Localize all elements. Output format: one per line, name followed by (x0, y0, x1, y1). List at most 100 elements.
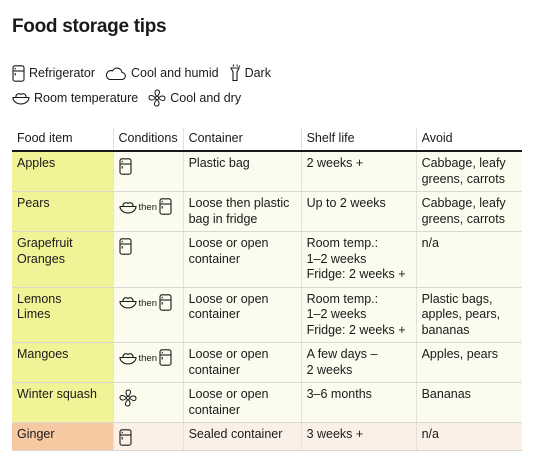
cell-text-line: Loose or open (188, 291, 269, 306)
cell-text-line: Plastic bag (188, 156, 250, 170)
table-row: Apples Plastic bag 2 weeks + Cabbage, leafy… (12, 151, 522, 192)
column-header-avoid: Avoid (415, 128, 522, 152)
bowl-icon (118, 351, 137, 365)
conditions-cell: then (112, 342, 184, 383)
legend-label: Cool and dry (170, 91, 242, 105)
avoid-cell: n/a (415, 422, 522, 451)
food-item-cell: Mangoes (12, 342, 113, 383)
refrigerator-icon (118, 238, 132, 255)
page-title: Food storage tips (12, 16, 167, 37)
cell-text-line: Loose or open (188, 387, 269, 401)
cell-text-line: 1–2 weeks (306, 251, 367, 266)
shelf-life-cell: 3 weeks + (300, 422, 417, 451)
avoid-cell: Plastic bags, apples, pears, bananas (415, 287, 522, 343)
table-row: Pears then Loose then plastic bag in fridge… (12, 191, 522, 232)
avoid-cell: n/a (415, 231, 522, 288)
avoid-cell: Bananas (415, 382, 522, 423)
cell-text-line: container (188, 251, 241, 266)
refrigerator-icon (159, 294, 172, 311)
table-row: Winter squash Loose or open container 3–6 m… (12, 382, 522, 423)
conditions-icons (118, 429, 178, 446)
conditions-cell: then (112, 191, 184, 232)
container-cell: Loose then plastic bag in fridge (182, 191, 302, 232)
cell-text-line: Winter squash (17, 387, 97, 401)
legend-item-cool-humid: Cool and humid (105, 66, 219, 81)
cell-text-line: Cabbage, leafy (421, 156, 506, 170)
container-cell: Plastic bag (182, 151, 302, 192)
cell-text-line: Room temp.: (306, 236, 379, 250)
shelf-life-cell: 2 weeks + (300, 151, 417, 192)
cell-text-line: Lemons (17, 291, 62, 306)
refrigerator-icon (159, 349, 172, 366)
conditions-cell (112, 422, 184, 451)
cell-text-line: Up to 2 weeks (306, 196, 386, 210)
cell-text-line: Fridge: 2 weeks + (306, 267, 406, 281)
refrigerator-icon (12, 64, 29, 82)
cell-text-line: n/a (421, 427, 439, 441)
table-row: Ginger Sealed container 3 weeks + n/a (12, 422, 522, 451)
cell-text-line: 2 weeks (306, 362, 353, 377)
conditions-cell (112, 151, 184, 192)
cell-text-line: Cabbage, leafy (421, 196, 506, 210)
legend-label: Refrigerator (29, 66, 95, 80)
shelf-life-cell: Room temp.: 1–2 weeks Fridge: 2 weeks + (300, 287, 417, 343)
container-cell: Loose or open container (182, 231, 302, 288)
cell-text-line: Fridge: 2 weeks + (306, 322, 406, 337)
bowl-icon (118, 200, 137, 214)
fan-icon (148, 89, 170, 107)
cell-text-line: bag in fridge (188, 211, 258, 226)
cell-text-line: 3 weeks + (306, 427, 364, 441)
cell-text-line: container (188, 307, 241, 321)
shelf-life-cell: Room temp.: 1–2 weeks Fridge: 2 weeks + (300, 231, 417, 288)
storage-table: Food item Conditions Container Shelf lif… (12, 128, 522, 451)
cell-text-line: Pears (17, 196, 50, 210)
shelf-life-cell: 3–6 months (300, 382, 417, 423)
conditions-cell (112, 382, 184, 423)
cell-text-line: Limes (17, 307, 51, 321)
food-item-cell: Ginger (12, 422, 113, 451)
bowl-icon (12, 91, 34, 105)
conditions-cell (112, 231, 184, 288)
legend-label: Dark (244, 66, 271, 80)
refrigerator-icon (118, 158, 132, 175)
conditions-icons (118, 238, 178, 255)
cell-text-line: 3–6 months (306, 387, 372, 401)
cell-text-line: Room temp.: (306, 291, 379, 306)
then-label: then (138, 353, 158, 364)
avoid-cell: Apples, pears (415, 342, 522, 383)
food-item-cell: Winter squash (12, 382, 113, 423)
bowl-icon (118, 295, 137, 309)
fan-icon (118, 389, 137, 407)
conditions-icons (118, 158, 178, 175)
avoid-cell: Cabbage, leafy greens, carrots (415, 151, 522, 192)
column-header-conditions: Conditions (112, 128, 184, 152)
shelf-life-cell: Up to 2 weeks (300, 191, 417, 232)
refrigerator-icon (159, 198, 172, 215)
conditions-icons (118, 389, 178, 407)
legend-item-room-temperature: Room temperature (12, 91, 138, 105)
conditions-icons: then (118, 294, 178, 312)
legend-row: Room temperature Cool and dry (12, 89, 251, 107)
shelf-life-cell: A few days –2 weeks (300, 342, 417, 383)
table-row: Grapefruit Oranges Loose or open container R… (12, 231, 522, 288)
table-row: Lemons Limes then Loose or open container Roo… (12, 287, 522, 343)
food-item-cell: Lemons Limes (12, 287, 113, 343)
column-header-shelf-life: Shelf life (300, 128, 417, 152)
cell-text-line: Plastic bags, (421, 291, 493, 306)
food-item-cell: Pears (12, 191, 113, 232)
conditions-cell: then (112, 287, 184, 343)
cell-text-line: Grapefruit (17, 236, 73, 250)
flashlight-icon (229, 64, 245, 82)
then-label: then (138, 202, 158, 213)
cell-text-line: n/a (421, 236, 439, 250)
container-cell: Loose or open container (182, 342, 302, 383)
column-header-container: Container (182, 128, 302, 152)
legend-label: Cool and humid (131, 66, 219, 80)
refrigerator-icon (118, 429, 132, 446)
cell-text-line: apples, pears, (421, 307, 501, 321)
legend-item-dark: Dark (229, 64, 271, 82)
cell-text-line: container (188, 402, 241, 417)
cloud-icon (105, 66, 131, 81)
cell-text-line: greens, carrots (421, 211, 505, 226)
cell-text-line: Loose then plastic (188, 196, 290, 210)
